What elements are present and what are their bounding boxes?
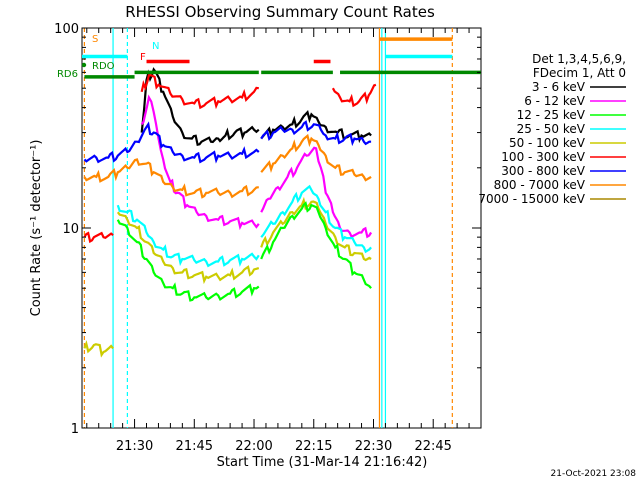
rdo-marker — [81, 62, 87, 68]
y-tick-label: 10 — [62, 222, 79, 237]
series-line-2 — [140, 94, 260, 231]
series-line-7 — [83, 121, 260, 164]
series-line-14 — [116, 211, 260, 285]
x-tick-label: 22:00 — [235, 439, 272, 454]
x-tick-label: 22:30 — [355, 439, 392, 454]
series-line-16 — [116, 219, 260, 302]
x-tick-label: 22:15 — [295, 439, 332, 454]
series-line-11 — [116, 204, 260, 268]
legend-label-5: 100 - 300 keV — [501, 150, 585, 164]
series-line-1 — [260, 110, 372, 144]
x-axis-label: Start Time (31-Mar-14 21:16:42) — [217, 455, 428, 470]
series-line-9 — [83, 158, 259, 199]
legend-label-0: 3 - 6 keV — [532, 80, 586, 94]
legend-header-decim: FDecim 1, Att 0 — [533, 66, 626, 80]
series-line-6 — [83, 231, 114, 244]
x-tick-label: 21:45 — [176, 439, 213, 454]
series-line-17 — [260, 201, 372, 289]
legend: Det 1,3,4,5,6,9, FDecim 1, Att 0 3 - 6 k… — [478, 52, 626, 206]
flag-bars — [82, 37, 481, 79]
x-tick-label: 22:45 — [414, 439, 451, 454]
mode-boundary-lines — [83, 28, 453, 428]
y-tick-label: 100 — [54, 22, 79, 37]
legend-label-4: 50 - 100 keV — [509, 136, 586, 150]
legend-label-6: 300 - 800 keV — [501, 164, 585, 178]
data-series — [83, 67, 377, 358]
flag-label-1: N — [152, 41, 159, 52]
series-line-5 — [331, 83, 377, 108]
legend-label-3: 25 - 50 keV — [517, 122, 586, 136]
flag-label-2: F — [140, 52, 146, 63]
series-line-13 — [83, 340, 114, 358]
x-tick-label: 21:30 — [116, 439, 153, 454]
y-tick-label: 1 — [71, 422, 79, 437]
chart-title: RHESSI Observing Summary Count Rates — [125, 3, 435, 21]
legend-label-1: 6 - 12 keV — [524, 94, 586, 108]
series-line-4 — [140, 74, 259, 110]
legend-header-detectors: Det 1,3,4,5,6,9, — [532, 52, 626, 66]
series-line-8 — [260, 120, 372, 147]
footer-date: 21-Oct-2021 23:08 — [551, 469, 637, 479]
series-line-10 — [260, 133, 372, 182]
y-axis-label: Count Rate (s⁻¹ detector⁻¹) — [29, 140, 44, 317]
x-axis-ticks: 21:30 21:45 22:00 22:15 22:30 22:45 — [86, 28, 482, 454]
series-line-15 — [260, 196, 372, 262]
series-line-0 — [140, 67, 260, 147]
legend-label-2: 12 - 25 keV — [517, 108, 586, 122]
flag-label-3: RDO — [92, 61, 115, 72]
flag-label-0: S — [92, 34, 98, 45]
flag-label-4: RD6 — [57, 69, 78, 80]
legend-label-8: 7000 - 15000 keV — [478, 192, 585, 206]
flag-labels: S NF RDO RD6 — [57, 34, 160, 80]
series-line-12 — [260, 184, 372, 254]
legend-label-7: 800 - 7000 keV — [494, 178, 586, 192]
series-line-3 — [260, 146, 373, 239]
y-axis-ticks: 1 10 100 — [54, 22, 481, 437]
